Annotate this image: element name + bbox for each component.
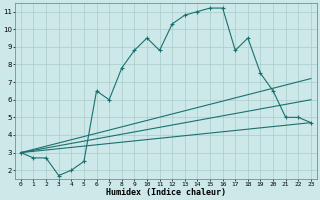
- X-axis label: Humidex (Indice chaleur): Humidex (Indice chaleur): [106, 188, 226, 197]
